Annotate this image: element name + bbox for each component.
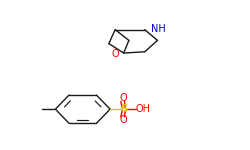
Text: O: O xyxy=(112,49,119,59)
Text: O: O xyxy=(120,93,128,103)
Text: NH: NH xyxy=(151,24,166,34)
Text: S: S xyxy=(120,104,128,114)
Text: OH: OH xyxy=(136,104,150,114)
Text: O: O xyxy=(120,115,128,125)
